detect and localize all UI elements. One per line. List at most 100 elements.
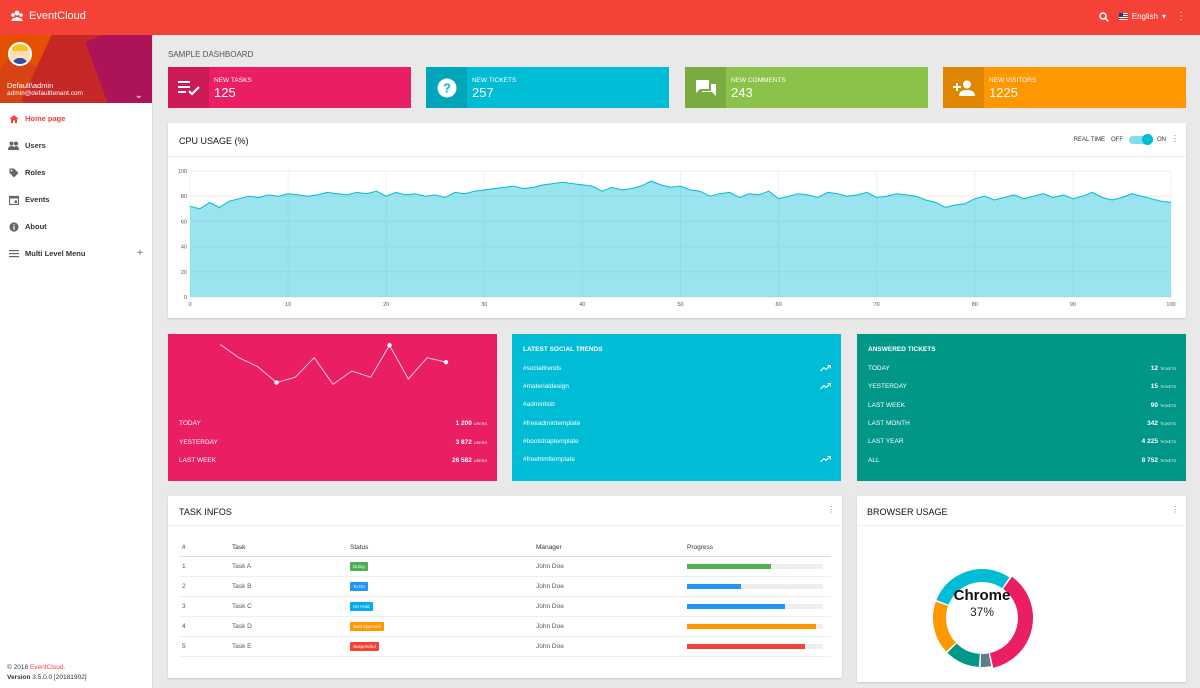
stat-row: TODAY 12 TICKETS bbox=[868, 365, 1176, 372]
stat-value: 3 872 USERS bbox=[456, 439, 487, 446]
cpu-point bbox=[964, 203, 966, 205]
donut-slice-safari bbox=[980, 653, 992, 667]
cpu-point bbox=[278, 195, 280, 197]
trend-item[interactable]: #socialtrends bbox=[523, 365, 831, 372]
sidebar-item-events[interactable]: Events bbox=[0, 186, 152, 213]
cpu-point bbox=[474, 190, 476, 192]
infobox-new-tasks[interactable]: NEW TASKS 125 bbox=[168, 67, 411, 108]
sidebar-item-users[interactable]: Users bbox=[0, 132, 152, 159]
trend-item[interactable]: #freeadmintemplate bbox=[523, 420, 831, 427]
more-vert-icon[interactable]: ⋮ bbox=[1171, 134, 1179, 143]
infobox-new-tickets[interactable]: ? NEW TICKETS 257 bbox=[426, 67, 669, 108]
people-icon bbox=[8, 140, 19, 151]
person-add-icon bbox=[943, 67, 984, 108]
stat-row: TODAY 1 200 USERS bbox=[179, 420, 487, 427]
info-icon bbox=[8, 221, 19, 232]
x-tick-label: 60 bbox=[776, 302, 782, 308]
stat-unit: TICKETS bbox=[1159, 458, 1176, 463]
sidebar-item-home[interactable]: Home page bbox=[0, 105, 152, 132]
stat-unit: TICKETS bbox=[1159, 367, 1176, 371]
sidebar-item-label: Roles bbox=[25, 168, 46, 177]
infobox-value: 125 bbox=[214, 85, 236, 100]
sidebar-item-multi-level-menu[interactable]: Multi Level Menu + bbox=[0, 240, 152, 267]
browser-usage-card: BROWSER USAGE ⋮ Chrome 37% bbox=[857, 496, 1186, 682]
cpu-point bbox=[935, 202, 937, 204]
cpu-point bbox=[1111, 199, 1113, 201]
cpu-point bbox=[228, 200, 230, 202]
realtime-toggle[interactable]: REAL TIME OFF ON bbox=[1074, 134, 1166, 145]
trend-item[interactable]: #bootstraptemplate bbox=[523, 438, 831, 445]
cpu-point bbox=[709, 195, 711, 197]
stat-number: 90 bbox=[1150, 401, 1158, 409]
users-stats-tile: TODAY 1 200 USERS YESTERDAY 3 872 USERS LAST W… bbox=[168, 334, 497, 481]
sidebar-item-about[interactable]: About bbox=[0, 213, 152, 240]
more-vert-icon[interactable]: ⋮ bbox=[1176, 11, 1186, 22]
cell-id: 2 bbox=[179, 576, 232, 597]
forum-icon bbox=[685, 67, 726, 108]
cpu-point bbox=[925, 199, 927, 201]
cpu-point bbox=[435, 194, 437, 196]
cpu-point bbox=[748, 193, 750, 195]
sidebar-item-label: Home page bbox=[25, 114, 66, 123]
cpu-point bbox=[1121, 197, 1123, 199]
social-trends-tile: LATEST SOCIAL TRENDS #socialtrends #mater… bbox=[512, 334, 841, 481]
expand-plus-icon[interactable]: + bbox=[137, 248, 143, 259]
table-row[interactable]: 3 Task C On Hold John Doe bbox=[179, 596, 831, 617]
y-tick-label: 60 bbox=[181, 219, 187, 225]
more-vert-icon[interactable]: ⋮ bbox=[827, 505, 835, 514]
infobox-new-visitors[interactable]: NEW VISITORS 1225 bbox=[943, 67, 1186, 108]
cpu-point bbox=[758, 194, 760, 196]
x-tick-label: 0 bbox=[188, 302, 191, 308]
x-tick-label: 90 bbox=[1070, 302, 1076, 308]
cpu-point bbox=[248, 195, 250, 197]
cpu-point bbox=[376, 190, 378, 192]
user-name: Default\admin bbox=[7, 81, 54, 90]
cpu-point bbox=[984, 195, 986, 197]
copyright-link[interactable]: EventCloud. bbox=[29, 664, 66, 671]
stat-label: LAST WEEK bbox=[868, 401, 906, 409]
stat-row: LAST WEEK 26 582 USERS bbox=[179, 457, 487, 464]
more-vert-icon[interactable]: ⋮ bbox=[1171, 505, 1179, 514]
stat-label: LAST WEEK bbox=[179, 457, 217, 464]
version-value: 3.5.0.0 [20181902] bbox=[32, 674, 87, 681]
cpu-point bbox=[699, 190, 701, 192]
cpu-point bbox=[385, 195, 387, 197]
sidebar-item-roles[interactable]: Roles bbox=[0, 159, 152, 186]
realtime-switch[interactable] bbox=[1129, 134, 1153, 145]
cpu-point bbox=[905, 194, 907, 196]
stat-number: 3 872 bbox=[455, 438, 472, 446]
language-selector[interactable]: English ▾ bbox=[1118, 12, 1166, 21]
trend-item[interactable]: #freehtmltemplate bbox=[523, 456, 831, 463]
table-row[interactable]: 2 Task B To Do John Doe bbox=[179, 576, 831, 597]
infobox-new-comments[interactable]: NEW COMMENTS 243 bbox=[685, 67, 928, 108]
table-row[interactable]: 4 Task D Wait Approvel John Doe bbox=[179, 616, 831, 637]
chevron-down-icon[interactable]: ⌄ bbox=[134, 90, 143, 101]
infobox-value: 1225 bbox=[989, 85, 1018, 100]
brand[interactable]: EventCloud bbox=[10, 10, 86, 22]
trend-item[interactable]: #adminbsb bbox=[523, 401, 831, 408]
y-tick-label: 100 bbox=[178, 169, 187, 175]
cell-progress bbox=[687, 636, 831, 657]
x-tick-label: 50 bbox=[677, 302, 683, 308]
search-icon[interactable] bbox=[1099, 11, 1109, 22]
cpu-point bbox=[1043, 193, 1045, 195]
cell-status: Wait Approvel bbox=[350, 616, 536, 637]
status-badge: On Hold bbox=[350, 601, 373, 611]
cpu-point bbox=[336, 193, 338, 195]
cpu-point bbox=[739, 197, 741, 199]
table-row[interactable]: 5 Task E Suspended John Doe bbox=[179, 636, 831, 657]
answered-tickets-tile: ANSWERED TICKETS TODAY 12 TICKETS YESTERDAY… bbox=[857, 334, 1186, 481]
stat-number: 15 bbox=[1150, 383, 1158, 391]
cpu-point bbox=[1033, 195, 1035, 197]
status-badge: Wait Approvel bbox=[350, 621, 384, 631]
stat-number: 8 752 bbox=[1141, 456, 1158, 464]
cpu-point bbox=[258, 197, 260, 199]
home-icon bbox=[8, 113, 19, 124]
cpu-point bbox=[945, 207, 947, 209]
status-badge: Suspended bbox=[350, 641, 379, 651]
trend-item[interactable]: #materialdesign bbox=[523, 383, 831, 390]
table-row[interactable]: 1 Task A Doing John Doe bbox=[179, 556, 831, 577]
us-flag-icon bbox=[1118, 13, 1128, 20]
col-status: Status bbox=[350, 540, 536, 557]
donut-slice-ie bbox=[936, 569, 1010, 605]
